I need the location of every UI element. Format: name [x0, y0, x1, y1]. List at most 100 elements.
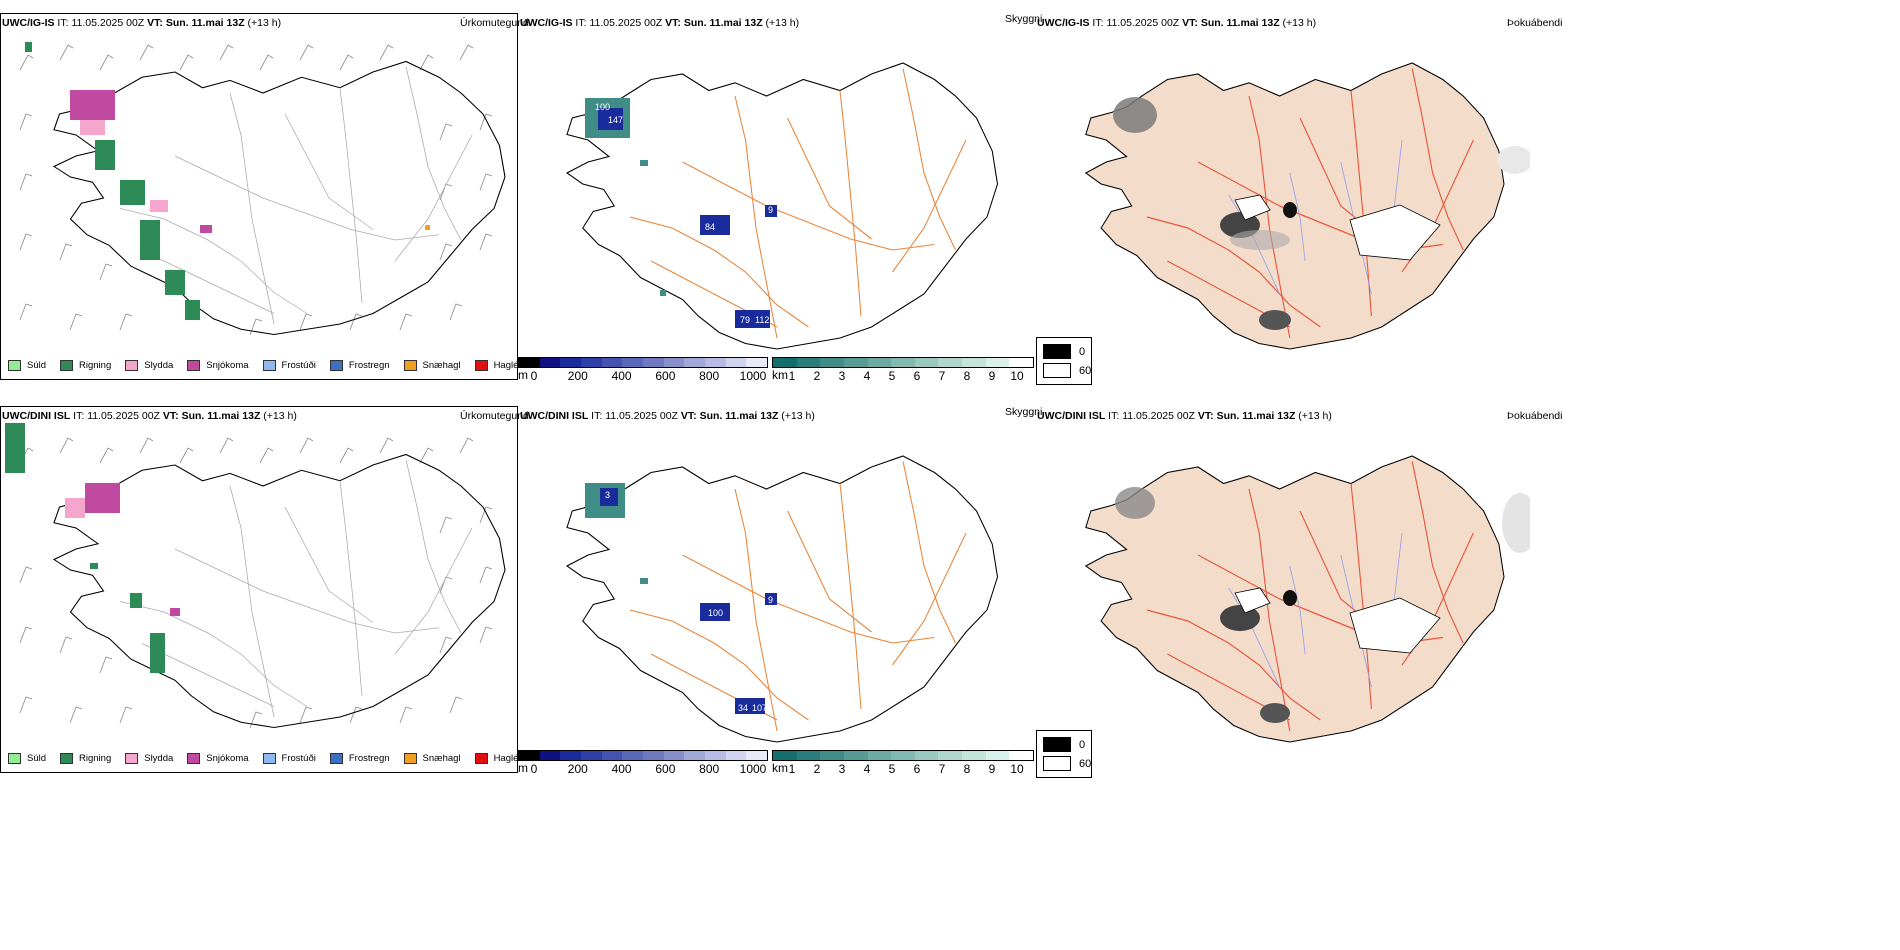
model-name: UWC/IG-IS: [520, 17, 573, 29]
height-ticks: 0 200 400 600 800 1000: [518, 761, 768, 776]
legend-swatch: [262, 360, 276, 371]
model-name: UWC/DINI ISL: [2, 410, 71, 422]
legend-label: Haglél: [493, 753, 521, 764]
legend-label: Snjókoma: [206, 360, 249, 371]
model-name: UWC/DINI ISL: [520, 410, 589, 422]
vt-label: VT:: [680, 410, 697, 422]
legend-label: Frostregn: [348, 753, 390, 764]
precip-legend-row2: Súld Rigning Slydda Snjókoma Frostúði Fr…: [8, 753, 535, 764]
colorbar-swatch: [985, 751, 1010, 760]
it-value: 11.05.2025 00Z: [71, 17, 145, 29]
colorbar-tick: 1: [788, 369, 796, 383]
colorbar-swatch: [962, 358, 986, 367]
model-name: UWC/DINI ISL: [1037, 410, 1106, 422]
height-label: 84: [705, 222, 715, 232]
colorbar-tick: 5: [888, 369, 896, 383]
visibility-title: Skyggni: [1005, 13, 1043, 25]
colorbar-swatch: [519, 358, 540, 367]
precip-panel-frame-row1: [0, 13, 518, 380]
fog-swatch: [1043, 344, 1071, 359]
legend-label: Frostúði: [281, 753, 316, 764]
legend-label: Súld: [27, 753, 47, 764]
it-value: 11.05.2025 00Z: [589, 17, 663, 29]
row1-fog-header: UWC/IG-IS IT: 11.05.2025 00Z VT: Sun. 11…: [1037, 17, 1316, 29]
precip-blobs: [5, 423, 180, 673]
height-label: 100: [595, 102, 610, 112]
colorbar-swatch: [560, 358, 582, 367]
height-label: 112: [755, 315, 769, 325]
colorbar-swatch: [938, 358, 963, 367]
colorbar-tick: 7: [938, 369, 946, 383]
lead-time: (+13 h): [1298, 410, 1332, 422]
precip-legend-row1: Súld Rigning Slydda Snjókoma Frostúði Fr…: [8, 360, 535, 371]
row1-precip-header: UWC/IG-IS IT: 11.05.2025 00Z VT: Sun. 11…: [2, 17, 281, 29]
colorbar-tick: 7: [938, 762, 946, 776]
colorbar-tick: 3: [838, 762, 846, 776]
colorbar-tick: 400: [611, 369, 632, 383]
vt-label: VT:: [665, 17, 681, 29]
height-colorbar-swatches: [518, 357, 768, 368]
row2-visibility-header: UWC/DINI ISL IT: 11.05.2025 00Z VT: Sun.…: [520, 410, 815, 422]
height-label: 107: [752, 703, 767, 713]
legend-swatch: [125, 360, 139, 371]
lead-time: (+13 h): [765, 17, 800, 29]
precip-map-row1: [19, 42, 506, 336]
colorbar-swatch: [962, 751, 986, 760]
colorbar-swatch: [820, 358, 844, 367]
height-label: 3: [605, 490, 610, 500]
colorbar-tick: 3: [838, 369, 846, 383]
legend-label: Slydda: [144, 753, 174, 764]
colorbar-swatch: [773, 751, 797, 760]
legend-item: Slydda: [125, 753, 173, 764]
colorbar-tick: 200: [567, 369, 588, 383]
legend-item: Frostúði: [262, 360, 316, 371]
colorbar-swatch: [914, 358, 939, 367]
colorbar-tick: 8: [963, 762, 971, 776]
height-label: 100: [708, 608, 723, 618]
colorbar-tick: 4: [863, 762, 871, 776]
legend-swatch: [403, 753, 417, 764]
it-label: IT:: [591, 410, 603, 422]
height-labels: 3 100 9 34 107: [605, 490, 773, 713]
fog-label: 60: [1079, 364, 1092, 377]
colorbar-swatch: [663, 358, 685, 367]
it-label: IT:: [1108, 410, 1120, 422]
fog-legend-item: 0: [1043, 344, 1085, 359]
colorbar-tick: 5: [888, 762, 896, 776]
colorbar-tick: 600: [655, 762, 676, 776]
legend-swatch: [187, 360, 201, 371]
colorbar-tick: 4: [863, 369, 871, 383]
fog-swatch: [1043, 737, 1071, 752]
lead-time: (+13 h): [1282, 17, 1317, 29]
fog-legend-row1: 0 60: [1036, 337, 1092, 385]
colorbar-swatch: [746, 751, 768, 760]
fog-title: Þokuábendi: [1507, 410, 1563, 422]
fog-map-row2: [1085, 455, 1530, 743]
visibility-unit: km: [772, 761, 788, 775]
row2-precip-header: UWC/DINI ISL IT: 11.05.2025 00Z VT: Sun.…: [2, 410, 297, 422]
colorbar-swatch: [519, 751, 540, 760]
precip-map-row2: [5, 423, 506, 729]
vt-label: VT:: [147, 17, 163, 29]
colorbar-swatch: [914, 751, 939, 760]
colorbar-swatch: [622, 358, 644, 367]
legend-swatch: [60, 753, 74, 764]
vt-label: VT:: [162, 410, 179, 422]
legend-label: Frostúði: [281, 360, 316, 371]
legend-item: Haglél: [474, 360, 521, 371]
colorbar-tick: 400: [611, 762, 632, 776]
model-name: UWC/IG-IS: [2, 17, 55, 29]
legend-item: Frostúði: [262, 753, 316, 764]
visibility-blobs: [585, 483, 777, 714]
legend-label: Snjókoma: [206, 753, 249, 764]
height-label: 79: [740, 315, 750, 325]
height-unit: m: [518, 761, 528, 775]
legend-swatch: [8, 360, 21, 371]
legend-swatch: [60, 360, 74, 371]
colorbar-tick: 800: [699, 369, 720, 383]
legend-item: Haglél: [474, 753, 521, 764]
legend-item: Snjókoma: [187, 360, 249, 371]
fog-label: 0: [1079, 345, 1086, 358]
colorbar-tick: 8: [963, 369, 971, 383]
legend-item: Frostregn: [329, 360, 390, 371]
